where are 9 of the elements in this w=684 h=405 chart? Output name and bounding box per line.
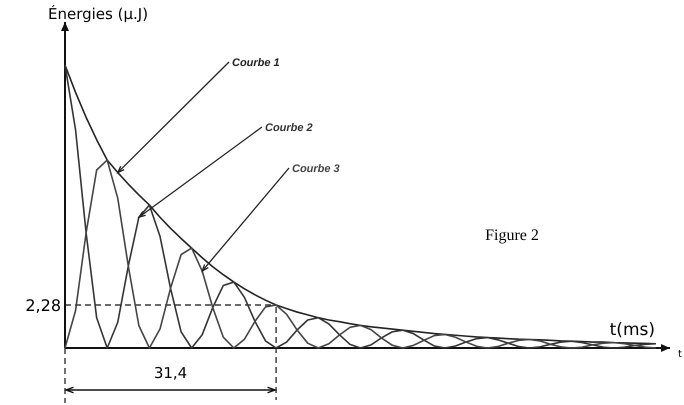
text: 2,28: [25, 296, 61, 315]
y-axis-title: Énergies (μ.J): [48, 5, 148, 23]
text: 31,4: [154, 364, 188, 382]
text: Courbe 1: [232, 57, 280, 69]
text: t: [678, 349, 682, 360]
text: Courbe 3: [292, 163, 340, 175]
x-axis-title: t(ms): [610, 320, 655, 340]
annotation: Figure 2: [485, 227, 539, 244]
text: Courbe 2: [265, 122, 313, 134]
